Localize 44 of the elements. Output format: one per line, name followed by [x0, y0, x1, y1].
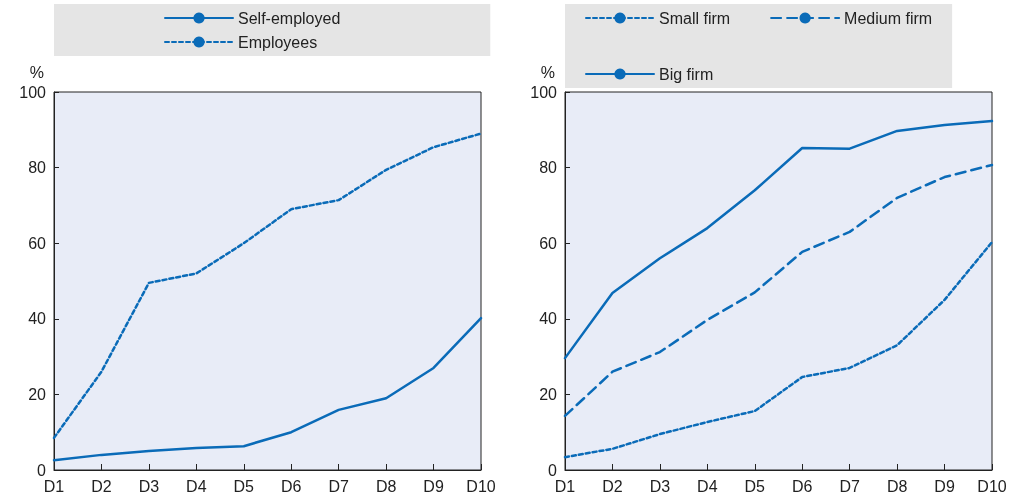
x-tick-label: D1 [554, 477, 576, 495]
y-tick-label: 80 [28, 159, 47, 177]
legend-label: Self-employed [238, 9, 341, 27]
x-tick-label: D5 [233, 477, 255, 495]
line-series [563, 240, 994, 459]
x-tick-label: D5 [744, 477, 766, 495]
y-tick-label: 20 [539, 385, 558, 403]
line-series [563, 119, 994, 360]
x-tick-label: D1 [43, 477, 65, 495]
x-tick-label: D9 [934, 477, 955, 495]
x-tick-label: D6 [281, 477, 302, 495]
y-tick-label: 40 [28, 310, 47, 328]
y-tick-label: 100 [530, 83, 558, 101]
y-axis-title: % [29, 63, 44, 81]
line-series [52, 316, 483, 462]
y-tick-label: 40 [539, 310, 558, 328]
y-tick-label: 60 [28, 234, 47, 252]
x-tick-label: D10 [466, 477, 496, 495]
legend-label: Big firm [659, 65, 714, 83]
x-tick-label: D2 [91, 477, 112, 495]
x-tick-label: D7 [839, 477, 860, 495]
y-tick-label: 100 [19, 83, 47, 101]
y-axis-title: % [540, 63, 555, 81]
y-tick-label: 80 [539, 159, 558, 177]
y-tick-label: 60 [539, 234, 558, 252]
y-tick-label: 0 [37, 461, 47, 479]
x-tick-label: D9 [423, 477, 444, 495]
legend-label: Employees [238, 33, 318, 51]
line-series [52, 132, 483, 440]
x-tick-label: D3 [649, 477, 671, 495]
x-tick-label: D4 [186, 477, 207, 495]
x-tick-label: D3 [138, 477, 160, 495]
legend-label: Medium firm [844, 9, 933, 27]
x-tick-label: D10 [977, 477, 1007, 495]
legend-label: Small firm [659, 9, 731, 27]
x-tick-label: D8 [375, 477, 397, 495]
x-tick-label: D7 [328, 477, 349, 495]
x-tick-label: D6 [792, 477, 813, 495]
x-tick-label: D4 [697, 477, 718, 495]
x-tick-label: D8 [886, 477, 908, 495]
y-tick-label: 20 [28, 385, 47, 403]
y-tick-label: 0 [548, 461, 558, 479]
x-tick-label: D2 [602, 477, 623, 495]
line-series [563, 163, 994, 418]
